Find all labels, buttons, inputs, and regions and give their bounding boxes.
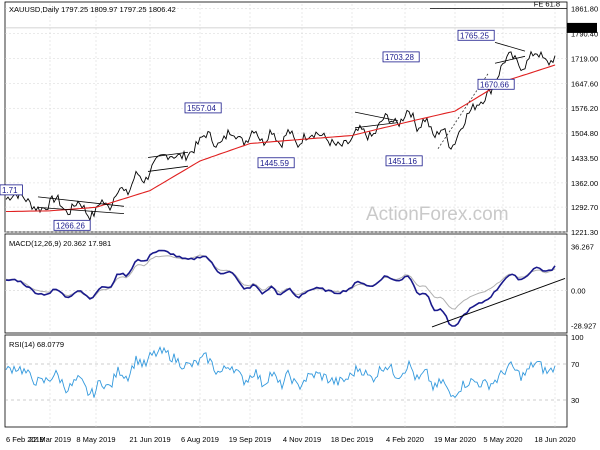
fib-label: FE 61.8 [534, 0, 560, 9]
price-y-tick: 1861.80 [571, 5, 598, 14]
last-price-label: 1806.42 [569, 24, 596, 33]
watermark: ActionForex.com [366, 204, 509, 225]
falling-wedge-channel-upper [37, 196, 125, 207]
macd-line [5, 249, 556, 327]
price-y-tick: 1647.60 [571, 79, 598, 88]
rsi-y-tick: 30 [571, 396, 579, 405]
annotation-label: 1266.26 [56, 221, 85, 230]
x-tick-label: 5 May 2020 [483, 435, 522, 444]
triangle-may-2020-lower [494, 55, 526, 64]
price-y-tick: 1433.50 [571, 154, 598, 163]
macd-y-tick: -28.927 [571, 322, 596, 331]
annotation-label: 1451.16 [388, 157, 417, 166]
annotation-label: 1.71 [2, 186, 18, 195]
x-tick-label: 18 Jun 2020 [534, 435, 575, 444]
annotation-box [382, 51, 420, 63]
macd-trendline [431, 278, 566, 328]
price-y-tick: 1362.00 [571, 179, 598, 188]
annotation-label: 1703.28 [385, 53, 414, 62]
annotation-box [457, 29, 495, 41]
annotation-box [184, 102, 222, 114]
rising-channel-upper [147, 151, 189, 158]
price-y-tick: 1221.30 [571, 228, 598, 237]
triangle-dec-2019-lower [354, 122, 399, 129]
macd-header: MACD(12,26,9) 20.362 17.981 [9, 239, 111, 248]
annotation-box [53, 219, 91, 231]
x-tick-label: 6 Feb 2019 [6, 435, 44, 444]
price-y-tick: 1790.40 [571, 30, 598, 39]
annotation-label: 1765.25 [460, 31, 489, 40]
annotation-label: 1445.59 [260, 159, 289, 168]
price-header: XAUUSD,Daily 1797.25 1809.97 1797.25 180… [9, 5, 176, 14]
price-y-tick: 1576.20 [571, 104, 598, 113]
rsi-line [5, 346, 556, 399]
annotation-box [0, 184, 23, 196]
triangle-may-2020-upper [494, 41, 526, 52]
annotation-box [385, 155, 423, 167]
rsi-header: RSI(14) 68.0779 [9, 340, 64, 349]
annotation-label: 1557.04 [187, 104, 216, 113]
x-tick-label: 8 May 2019 [76, 435, 115, 444]
macd-panel-frame [4, 233, 568, 334]
triangle-dec-2019-upper [354, 111, 399, 122]
annotation-layer: FE 61.8 1806.42 1.71 1266.26 1557.04 1445.59 1… [0, 0, 597, 231]
x-tick-label: 22 Mar 2019 [29, 435, 71, 444]
price-y-tick: 1292.70 [571, 203, 598, 212]
x-tick-label: 21 Jun 2019 [129, 435, 170, 444]
rsi-panel-frame [4, 334, 568, 428]
series-layer [5, 50, 566, 399]
macd-signal-line [5, 254, 556, 310]
ma-line [6, 64, 556, 213]
falling-wedge-channel-lower [37, 206, 125, 215]
rising-channel-lower [147, 165, 189, 172]
macd-y-tick: 0.00 [571, 287, 586, 296]
macd-y-tick: 36.267 [571, 243, 594, 252]
x-tick-label: 4 Nov 2019 [283, 435, 321, 444]
x-tick-label: 4 Feb 2020 [386, 435, 424, 444]
x-tick-label: 18 Dec 2019 [331, 435, 374, 444]
price-y-tick: 1504.80 [571, 129, 598, 138]
annotation-box [477, 78, 515, 90]
dashed-trendline [437, 73, 489, 149]
x-tick-label: 6 Aug 2019 [181, 435, 219, 444]
annotation-box [257, 157, 295, 169]
x-tick-label: 19 Sep 2019 [229, 435, 272, 444]
annotation-label: 1670.66 [480, 80, 509, 89]
rsi-y-tick: 70 [571, 360, 579, 369]
last-price-box [567, 22, 597, 33]
x-tick-label: 19 Mar 2020 [434, 435, 476, 444]
price-y-tick: 1719.00 [571, 54, 598, 63]
rsi-y-tick: 100 [571, 333, 584, 342]
price-line [5, 50, 556, 222]
